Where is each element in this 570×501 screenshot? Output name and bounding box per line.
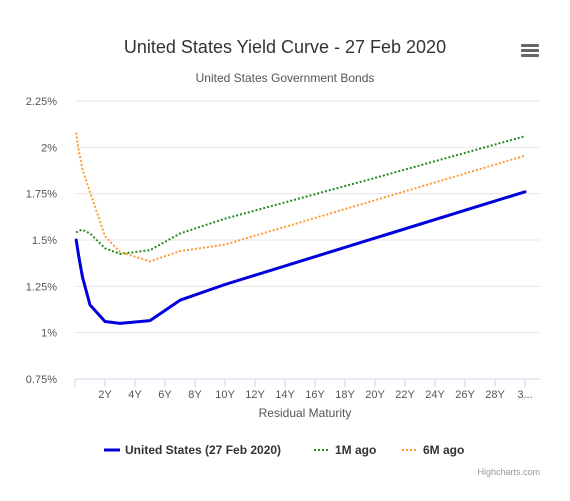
menu-bar (521, 49, 539, 52)
x-tick-label: 6Y (158, 389, 172, 401)
menu-bar (521, 44, 539, 47)
y-tick-label: 2% (41, 142, 57, 154)
y-tick-label: 1.75% (26, 189, 57, 201)
legend-label: 6M ago (423, 443, 464, 457)
x-tick-label: 2Y (98, 389, 112, 401)
menu-bar (521, 54, 539, 57)
x-tick-label: 20Y (365, 389, 385, 401)
y-tick-label: 1.5% (32, 235, 57, 247)
grid (75, 100, 540, 380)
x-tick-label: 28Y (485, 389, 505, 401)
chart-subtitle: United States Government Bonds (196, 71, 375, 85)
x-tick-label: 4Y (128, 389, 142, 401)
legend-label: United States (27 Feb 2020) (125, 443, 281, 457)
legend-item[interactable]: United States (27 Feb 2020) (104, 443, 281, 457)
hamburger-menu-icon[interactable] (518, 40, 542, 62)
legend-item[interactable]: 6M ago (402, 443, 464, 457)
x-tick-label: 14Y (275, 389, 295, 401)
axes: 0.75% 1% 1.25% 1.5% 1.75% 2% 2.25% 2Y 4Y 6Y 8Y 10Y 1… (26, 96, 540, 401)
x-tick-label: 22Y (395, 389, 415, 401)
y-tick-label: 1.25% (26, 281, 57, 293)
x-tick-label: 8Y (188, 389, 202, 401)
x-tick-label: 12Y (245, 389, 265, 401)
x-axis-title: Residual Maturity (259, 406, 352, 420)
legend: United States (27 Feb 2020) 1M ago 6M ago (104, 443, 464, 457)
series-line[interactable] (74, 190, 527, 325)
series-line[interactable] (75, 132, 526, 263)
y-tick-label: 2.25% (26, 96, 57, 108)
x-tick-label: 18Y (335, 389, 355, 401)
x-tick-label: 26Y (455, 389, 475, 401)
chart-title: United States Yield Curve - 27 Feb 2020 (124, 37, 446, 57)
credits-link[interactable]: Highcharts.com (477, 467, 540, 477)
y-tick-label: 1% (41, 328, 57, 340)
x-tick-label: 3... (517, 389, 532, 401)
x-tick-label: 24Y (425, 389, 445, 401)
legend-item[interactable]: 1M ago (314, 443, 376, 457)
x-tick-label: 16Y (305, 389, 325, 401)
y-tick-label: 0.75% (26, 374, 57, 386)
series-line[interactable] (75, 135, 526, 255)
legend-label: 1M ago (335, 443, 376, 457)
x-tick-label: 10Y (215, 389, 235, 401)
series-lines (74, 132, 527, 325)
